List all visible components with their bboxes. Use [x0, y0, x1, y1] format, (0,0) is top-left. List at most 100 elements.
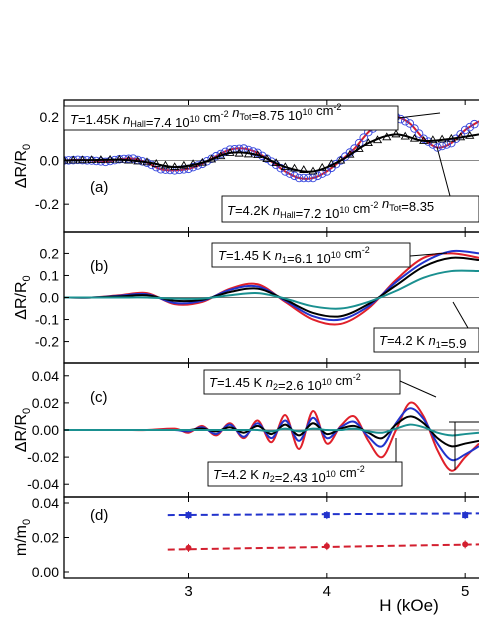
annotation-part: =2.6 10 [278, 378, 322, 393]
data-point [271, 158, 281, 167]
annotation-part: T [209, 375, 218, 390]
data-point [308, 166, 318, 175]
data-point [96, 155, 106, 163]
data-point [114, 154, 124, 163]
annotation-part: T [379, 333, 388, 348]
annotation-part: cm [349, 201, 370, 216]
annotation-box [211, 242, 411, 268]
annotation-part: Hall [280, 210, 296, 220]
data-point [289, 163, 300, 172]
annotation-text: T=1.45 K n1=6.1 1010 cm-2 [218, 245, 370, 266]
data-point [234, 148, 244, 157]
series-line [64, 133, 479, 173]
data-point [470, 119, 479, 129]
y-tick-label: 0.00 [32, 564, 59, 580]
annotation-part: n [273, 203, 280, 218]
data-point [202, 157, 212, 166]
data-point [185, 544, 192, 551]
annotation-part: =8.75 10 [252, 108, 303, 123]
series-line [64, 423, 479, 437]
data-point [400, 131, 410, 140]
data-point [323, 512, 330, 519]
data-point [455, 132, 466, 141]
annotation-part: =4.2 K [387, 333, 429, 348]
data-point [294, 173, 304, 183]
data-point [299, 165, 309, 173]
data-point [359, 133, 368, 142]
data-point [185, 512, 192, 519]
y-axis-label-sub: 0 [21, 144, 33, 150]
data-point [68, 155, 78, 164]
series-group [64, 401, 479, 472]
annotation-arrow [397, 112, 441, 119]
annotation-arrow [399, 380, 437, 398]
data-point [285, 169, 295, 178]
data-point [409, 133, 420, 142]
y-tick-label: 0.02 [32, 530, 59, 546]
data-point [326, 159, 337, 168]
data-point [299, 173, 309, 183]
data-point [433, 143, 442, 152]
data-point [372, 135, 383, 144]
data-point [77, 155, 88, 164]
data-point [123, 155, 134, 164]
annotation-part: cm [341, 246, 362, 261]
annotation-part: 1 [436, 340, 441, 350]
annotation-part: =8.35 [401, 199, 434, 214]
fit-line [167, 512, 479, 517]
annotation-part: 1 [282, 255, 287, 265]
data-point [105, 156, 115, 166]
annotation-part: =7.4 10 [146, 115, 190, 130]
data-point [345, 149, 355, 158]
panel-3: 0.04 0.02 0.00 m/m0 (d) [13, 495, 479, 580]
panel-tag: (b) [90, 258, 108, 275]
data-point [243, 149, 254, 158]
data-point [442, 140, 451, 149]
annotation-arrow [436, 146, 451, 197]
data-point [216, 151, 226, 160]
y-tick-label: 0.1 [40, 267, 60, 283]
annotation-part: -2 [353, 372, 361, 382]
y-axis-label: ΔR/R0 [13, 275, 33, 319]
annotation-part: 2 [270, 474, 275, 484]
annotation-text: T=1.45K nHall=7.4 1010 cm-2 nTot=8.75 10… [70, 102, 341, 130]
annotation-box [203, 369, 401, 395]
annotation-part: 10 [302, 107, 312, 117]
annotation-part: -2 [370, 200, 378, 210]
annotation-text: T=4.2 K n2=2.43 1010 cm-2 [213, 464, 365, 485]
y-tick-label: -0.02 [27, 449, 59, 465]
annotation-part: Tot [389, 203, 402, 213]
data-point [405, 119, 415, 128]
annotation-part: T [70, 112, 79, 127]
data-point [391, 129, 401, 138]
data-point [419, 136, 429, 144]
data-point [206, 154, 217, 163]
annotation-part: =1.45 K [226, 248, 275, 263]
y-axis-label-sub: 0 [21, 408, 33, 414]
data-point [410, 124, 419, 133]
data-point [133, 156, 143, 165]
annotation-text: T=1.45 K n2=2.6 1010 cm-2 [209, 372, 361, 393]
y-tick-label: 0.0 [40, 153, 60, 169]
data-point [179, 160, 189, 169]
data-point [323, 543, 330, 550]
annotation-part: =5.9 [441, 336, 467, 351]
plot-frame [63, 496, 479, 579]
series-line [64, 256, 479, 318]
annotation-part: n [429, 333, 436, 348]
data-point [437, 134, 447, 143]
annotation-part: =4.2K [235, 203, 273, 218]
annotation-part: cm [200, 110, 221, 125]
data-point [419, 134, 428, 143]
x-tick-label: 3 [184, 583, 192, 600]
data-point [465, 130, 475, 139]
annotation-arrow [409, 252, 448, 257]
data-point [462, 512, 469, 519]
annotation-box [207, 461, 403, 487]
data-point [197, 157, 207, 166]
y-axis-label: ΔR/R0 [13, 408, 33, 452]
annotation-box [221, 195, 479, 223]
annotation-part: -2 [333, 102, 341, 112]
y-axis-label-sub: 0 [21, 275, 33, 281]
